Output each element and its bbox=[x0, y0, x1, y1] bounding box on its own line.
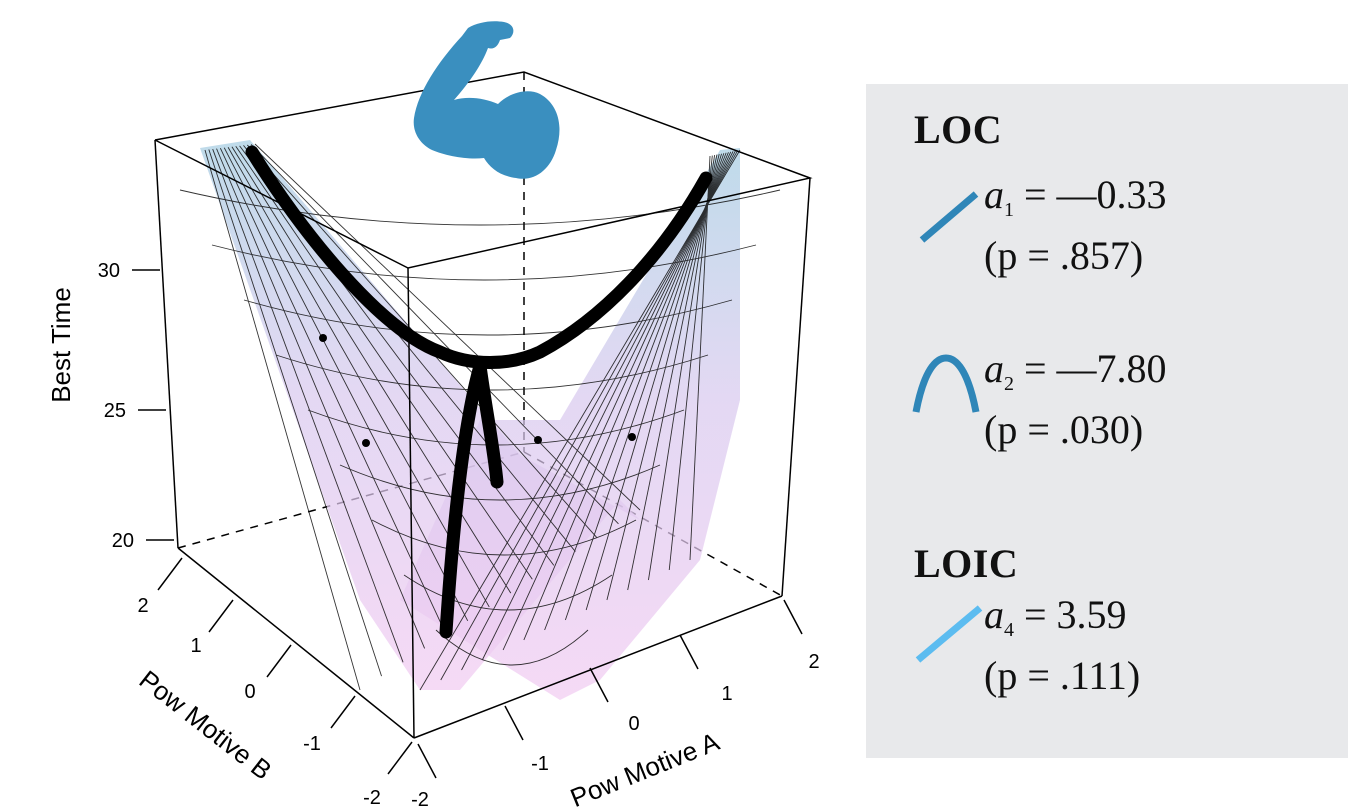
legend-entry-a1: a1 = —0.33 (p = .857) bbox=[984, 172, 1167, 278]
surface-grid-line bbox=[585, 153, 722, 611]
legend-entry-a4: a4 = 3.59 (p = .111) bbox=[984, 592, 1141, 698]
ridge-line-loic bbox=[439, 364, 504, 639]
surface-contour bbox=[275, 354, 709, 391]
box-front-edges bbox=[154, 71, 813, 739]
surface-grid-line bbox=[419, 149, 741, 691]
surface-contour bbox=[371, 519, 637, 556]
z-tick-label: 20 bbox=[112, 530, 134, 552]
surface-grid-line bbox=[523, 152, 729, 641]
surface-grid-line bbox=[235, 146, 533, 580]
surface-grid-line bbox=[564, 153, 725, 621]
surface-grid-line bbox=[502, 151, 732, 651]
data-point bbox=[628, 433, 636, 441]
surface-grid-line bbox=[440, 150, 739, 681]
coefficient-legend: LOC a1 = —0.33 (p = .857) a2 = —7.80 (p … bbox=[866, 84, 1348, 758]
x-axis-label: Pow Motive A bbox=[566, 726, 724, 809]
surface-grid-line bbox=[544, 152, 727, 631]
x-tick-label: 1 bbox=[721, 683, 732, 705]
z-axis-label: Best Time bbox=[46, 287, 76, 403]
legend-entry-a2: a2 = —7.80 (p = .030) bbox=[984, 346, 1167, 452]
surface-grid-line bbox=[223, 147, 469, 621]
surface-grid-line bbox=[204, 149, 361, 691]
z-tick-label: 30 bbox=[98, 260, 120, 282]
legend-heading-loic: LOIC bbox=[914, 541, 1019, 586]
y-axis-label: Pow Motive B bbox=[134, 664, 278, 786]
surface-grid-line bbox=[212, 148, 404, 663]
surface-grid-line bbox=[219, 147, 447, 635]
y-tick-label: 1 bbox=[190, 635, 201, 657]
linear-slope-icon bbox=[915, 605, 983, 663]
surface-grid-line bbox=[250, 144, 619, 525]
ridge-lines bbox=[245, 145, 713, 639]
y-tick-label: 2 bbox=[137, 595, 148, 617]
surface-grid-line bbox=[254, 143, 641, 511]
surface-grid-line bbox=[231, 146, 512, 594]
x-tick-label: -1 bbox=[531, 753, 549, 775]
y-tick-label: -1 bbox=[303, 733, 321, 755]
surface-contour bbox=[211, 244, 757, 281]
x-tick-label: 2 bbox=[808, 651, 819, 673]
y-tick-label: 0 bbox=[244, 681, 255, 703]
y-tick-label: -2 bbox=[363, 787, 381, 809]
surface-grid-line bbox=[216, 148, 426, 649]
z-tick-label: 25 bbox=[104, 400, 126, 422]
z-axis: 30 25 20 Best Time bbox=[46, 260, 174, 552]
surface-contour bbox=[339, 464, 661, 501]
surface-grid-line bbox=[627, 154, 718, 591]
legend-heading-loc: LOC bbox=[914, 107, 1003, 152]
x-tick-label: 0 bbox=[628, 713, 639, 735]
surface-plot: 30 25 20 Best Time 2 1 0 -1 -2 Pow Motiv… bbox=[46, 21, 820, 809]
surface-grid-line bbox=[461, 150, 736, 671]
surface-contour bbox=[243, 299, 733, 336]
data-point bbox=[534, 436, 542, 444]
surface-contour bbox=[435, 629, 589, 666]
surface-sheet-right bbox=[400, 148, 740, 700]
x-tick-label: -2 bbox=[411, 789, 429, 809]
linear-slope-icon bbox=[919, 191, 979, 243]
flexed-arm-icon bbox=[413, 21, 560, 179]
data-point bbox=[319, 334, 327, 342]
data-point bbox=[362, 439, 370, 447]
surface-contour bbox=[403, 574, 613, 611]
surface-grid-line bbox=[481, 151, 734, 661]
ridge-line-loc bbox=[245, 145, 713, 369]
surface-grid-line bbox=[648, 155, 716, 581]
surface-grid-line bbox=[668, 155, 713, 571]
surface-grid-line bbox=[208, 149, 382, 677]
curvature-icon bbox=[912, 354, 980, 413]
data-points bbox=[319, 334, 636, 447]
